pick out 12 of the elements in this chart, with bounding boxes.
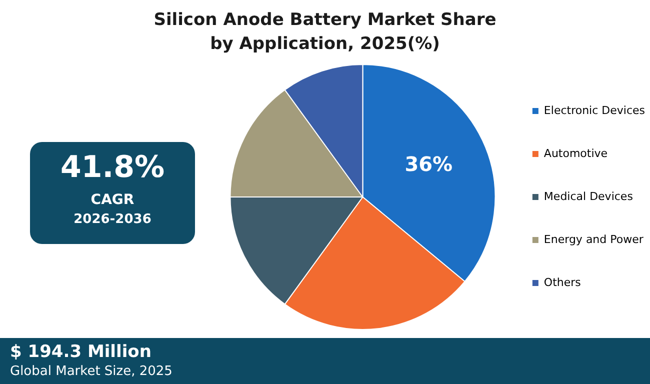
chart-title: Silicon Anode Battery Market Share by Application, 2025(%)	[152, 9, 498, 56]
text: CAGR	[90, 192, 136, 208]
legend-label: Energy and Power	[544, 232, 644, 246]
legend-label: Others	[544, 276, 582, 289]
text: $ 194.3 Million	[10, 342, 152, 362]
legend-label: Electronic Devices	[544, 104, 646, 117]
data-label: 36%	[404, 152, 453, 176]
text: Global Market Size, 2025	[10, 364, 172, 379]
legend-label: Medical Devices	[544, 190, 634, 203]
text: 41.8%	[59, 150, 166, 185]
text: 2026-2036	[72, 212, 152, 227]
legend-label: Automotive	[544, 146, 608, 160]
